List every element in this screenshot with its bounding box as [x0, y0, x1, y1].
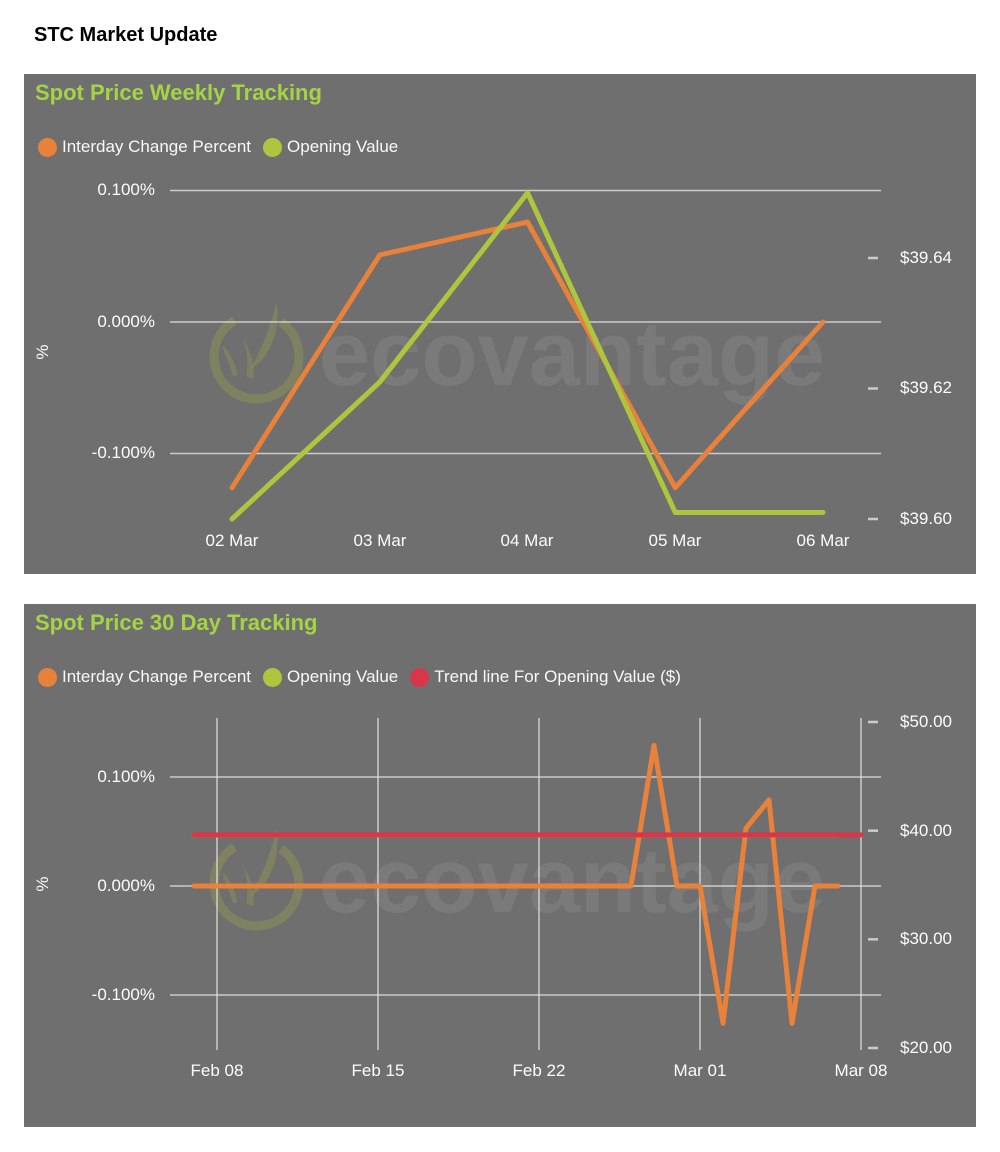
legend-item-interday[interactable]: Interday Change Percent: [38, 667, 251, 687]
thirty-day-chart-legend: Interday Change Percent Opening Value Tr…: [38, 667, 681, 687]
y-right-tick-label: $39.60: [900, 509, 952, 528]
y-right-tick-label: $40.00: [900, 821, 952, 840]
y-left-tick-label: 0.000%: [97, 876, 155, 895]
thirty-day-tracking-chart-panel[interactable]: ecovantage Spot Price 30 Day Tracking In…: [24, 604, 976, 1127]
legend-label: Opening Value: [287, 137, 399, 156]
weekly-chart-plot-area[interactable]: [24, 74, 976, 574]
legend-label: Trend line For Opening Value ($): [434, 667, 681, 686]
thirty-day-chart-title: Spot Price 30 Day Tracking: [35, 610, 318, 635]
interday-legend-dot-icon: [38, 667, 57, 687]
x-axis-tick-label: Feb 08: [190, 1061, 244, 1080]
opening-value-legend-dot-icon: [263, 137, 283, 157]
x-axis-tick-label: Mar 01: [673, 1061, 727, 1080]
legend-item-opening-value[interactable]: Opening Value: [263, 137, 398, 157]
y-left-tick-label: -0.100%: [91, 443, 155, 462]
legend-label: Interday Change Percent: [62, 667, 252, 686]
opening-value-legend-dot-icon: [263, 667, 283, 687]
legend-label: Interday Change Percent: [62, 137, 252, 156]
x-axis-tick-label: 03 Mar: [353, 531, 407, 550]
y-right-tick-label: $39.62: [900, 378, 952, 397]
legend-label: Opening Value: [287, 667, 399, 686]
y-right-tick-label: $50.00: [900, 712, 952, 731]
x-axis-tick-label: 02 Mar: [205, 531, 259, 550]
legend-item-interday[interactable]: Interday Change Percent: [38, 137, 251, 157]
x-axis-tick-label: Mar 08: [834, 1061, 888, 1080]
weekly-chart-legend: Interday Change Percent Opening Value: [38, 137, 398, 157]
y-axis-title-percent: %: [33, 344, 52, 360]
y-left-tick-label: 0.100%: [97, 767, 155, 786]
interday-legend-dot-icon: [38, 137, 57, 157]
y-right-tick-label: $39.64: [900, 248, 952, 267]
x-axis-tick-label: Feb 22: [512, 1061, 566, 1080]
y-left-tick-label: 0.000%: [97, 312, 155, 331]
weekly-chart-title: Spot Price Weekly Tracking: [35, 80, 322, 105]
page-title: STC Market Update: [34, 24, 218, 46]
trend-line-legend-dot-icon: [410, 667, 430, 687]
y-left-tick-label: 0.100%: [97, 180, 155, 199]
y-right-tick-label: $30.00: [900, 929, 952, 948]
weekly-tracking-chart-panel[interactable]: ecovantage Spot Price Weekly Tracking In…: [24, 74, 976, 574]
y-left-tick-label: -0.100%: [91, 985, 155, 1004]
x-axis-tick-label: 06 Mar: [796, 531, 850, 550]
legend-item-opening-value[interactable]: Opening Value: [263, 667, 398, 687]
x-axis-tick-label: Feb 15: [351, 1061, 405, 1080]
thirty-day-chart-plot-area[interactable]: [24, 604, 976, 1127]
legend-item-trend-line[interactable]: Trend line For Opening Value ($): [410, 667, 681, 687]
x-axis-tick-label: 04 Mar: [500, 531, 554, 550]
x-axis-tick-label: 05 Mar: [648, 531, 702, 550]
y-right-tick-label: $20.00: [900, 1038, 952, 1057]
